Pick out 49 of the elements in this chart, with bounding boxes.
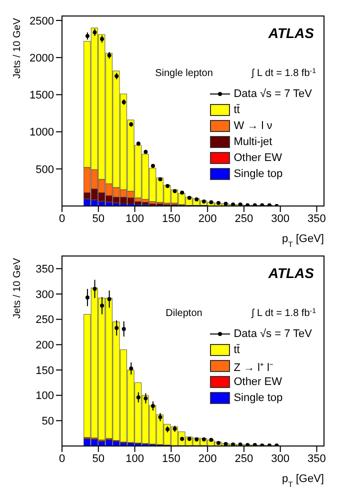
- x-tick-label: 100: [126, 452, 144, 465]
- y-axis-title: Jets / 10 GeV: [12, 18, 23, 79]
- y-tick-label: 350: [36, 264, 54, 276]
- x-tick-label: 150: [162, 452, 180, 465]
- x-tick-label: 350: [308, 452, 326, 465]
- y-tick-label: 1000: [30, 126, 54, 139]
- annotation: Single lepton: [155, 68, 213, 79]
- legend-label: tt̄: [234, 104, 240, 116]
- y-tick-label: 2000: [30, 52, 54, 64]
- x-axis-title: p$_{T}$ [GeV]: [282, 233, 324, 248]
- legend-label: Single top: [234, 392, 283, 404]
- x-tick-label: 200: [198, 212, 217, 225]
- x-tick-label: 300: [271, 452, 290, 465]
- annotation: ATLAS: [267, 25, 315, 41]
- legend-label: Other EW: [234, 152, 282, 164]
- x-tick-label: 100: [126, 212, 144, 225]
- legend-label: Data √s = 7 TeV: [234, 328, 312, 340]
- x-tick-label: 0: [58, 452, 66, 465]
- annotation: ATLAS: [267, 265, 315, 281]
- legend-label: tt̄: [234, 344, 240, 356]
- legend-label: Multi-jet: [234, 136, 272, 148]
- annotation: ∫ L dt = 1.8 fb$^{-1}$: [250, 308, 316, 319]
- x-axis-title: p$_{T}$ [GeV]: [282, 473, 324, 488]
- legend-label: Z → l⁺ l⁻: [234, 360, 274, 374]
- x-tick-label: 350: [308, 212, 326, 225]
- annotation: ∫ L dt = 1.8 fb$^{-1}$: [250, 68, 316, 79]
- x-tick-label: 50: [92, 212, 105, 225]
- y-tick-label: 150: [36, 364, 54, 377]
- y-tick-label: 500: [36, 164, 54, 176]
- annotation: Dilepton: [166, 308, 202, 319]
- y-tick-label: 50: [42, 416, 54, 428]
- y-tick-label: 1500: [30, 90, 54, 102]
- x-tick-label: 300: [271, 212, 290, 225]
- x-tick-label: 50: [92, 452, 105, 465]
- legend-label: Other EW: [234, 376, 282, 388]
- x-tick-label: 250: [234, 212, 254, 225]
- y-tick-label: 2500: [30, 15, 54, 28]
- y-tick-label: 250: [36, 314, 54, 326]
- y-axis-title: Jets / 10 GeV: [12, 258, 23, 319]
- y-tick-label: 300: [36, 288, 54, 301]
- legend-label: Single top: [234, 168, 283, 180]
- x-tick-label: 250: [234, 452, 254, 465]
- legend-label: Data √s = 7 TeV: [234, 88, 312, 100]
- x-tick-label: 0: [58, 212, 66, 225]
- y-tick-label: 200: [36, 340, 54, 352]
- x-tick-label: 200: [198, 452, 217, 465]
- y-tick-label: 100: [36, 390, 54, 402]
- x-tick-label: 150: [162, 212, 180, 225]
- legend-label: W → l ν: [234, 120, 272, 132]
